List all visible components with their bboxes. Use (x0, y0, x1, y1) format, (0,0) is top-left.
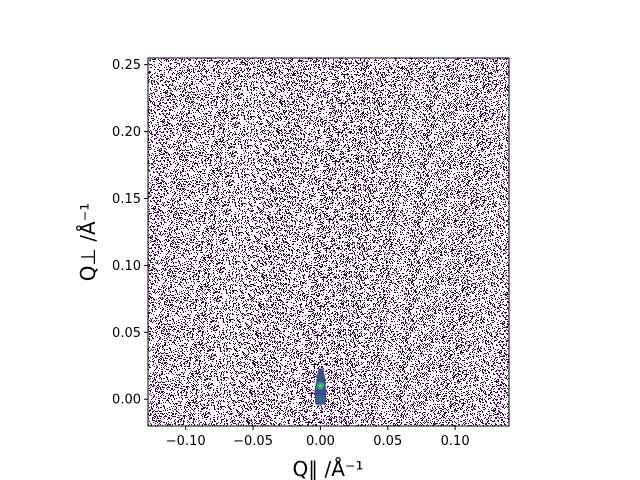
x-tick-label: 0.10 (441, 434, 470, 449)
x-tick-label: 0.00 (306, 434, 335, 449)
y-axis-ticks: 0.00 0.05 0.10 0.15 0.20 0.25 (112, 58, 148, 408)
peak-spot (315, 373, 325, 380)
y-axis-label: Q⊥ /Å⁻¹ (76, 203, 100, 282)
y-tick-label: 0.15 (112, 192, 141, 207)
x-tick-label: −0.10 (166, 434, 206, 449)
plot-frame (147, 57, 510, 427)
y-tick-label: 0.25 (112, 58, 141, 73)
y-tick-label: 0.00 (112, 393, 141, 408)
heatmap-noise (148, 58, 509, 426)
x-tick-label: 0.05 (373, 434, 402, 449)
peak-core (318, 384, 322, 388)
y-tick-label: 0.20 (112, 125, 141, 140)
x-tick-label: −0.05 (233, 434, 273, 449)
x-axis-label: Q∥ /Å⁻¹ (292, 457, 363, 480)
peak-spot (315, 395, 325, 404)
heatmap-peaks (314, 368, 327, 405)
noise-speckle (148, 58, 509, 426)
x-axis-ticks: −0.10 −0.05 0.00 0.05 0.10 (166, 426, 470, 449)
y-tick-label: 0.05 (112, 326, 141, 341)
y-tick-label: 0.10 (112, 259, 141, 274)
plot-area (147, 57, 510, 427)
